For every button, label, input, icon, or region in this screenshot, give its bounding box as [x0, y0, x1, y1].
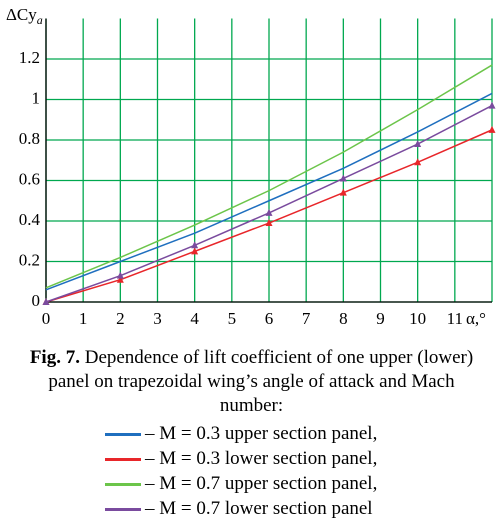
caption: Fig. 7. Dependence of lift coefficient o… [20, 346, 483, 418]
chart: ΔCya 0 0.2 0.4 0.6 0.8 1 1.2 0 1 2 3 4 5 6 7 8 9 10 11 α,° [6, 5, 496, 328]
legend-label: – M = 0.7 lower section panel [145, 498, 373, 519]
x-tick-label: 0 [42, 309, 51, 328]
data-marker [191, 241, 199, 249]
y-tick-label: 0.4 [19, 210, 41, 229]
x-tick-label: 1 [79, 309, 88, 328]
y-tick-label: 1.2 [19, 48, 40, 67]
x-tick-label: 11 [447, 309, 463, 328]
x-tick-label: 6 [265, 309, 274, 328]
data-marker [339, 174, 347, 182]
x-tick-label: 5 [228, 309, 237, 328]
x-tick-label: 7 [302, 309, 311, 328]
data-marker [265, 208, 273, 216]
legend-swatch [105, 433, 141, 436]
y-tick-label: 1 [32, 88, 41, 107]
data-marker [191, 247, 199, 255]
legend-swatch [105, 508, 141, 511]
legend-label: – M = 0.3 upper section panel, [145, 423, 378, 444]
series-line [45, 92, 493, 291]
caption-label: Fig. 7. [29, 347, 80, 368]
legend-entry: – M = 0.7 upper section panel, [0, 471, 503, 496]
data-marker [116, 275, 124, 283]
legend-entry: – M = 0.3 lower section panel, [0, 446, 503, 471]
data-marker [488, 125, 496, 133]
data-marker [339, 188, 347, 196]
legend-label: – M = 0.3 lower section panel, [145, 448, 378, 469]
x-tick-label: 8 [339, 309, 348, 328]
x-tick-label: 2 [116, 309, 125, 328]
data-marker [488, 101, 496, 109]
y-tick-label: 0.8 [19, 129, 40, 148]
legend-label: – M = 0.7 upper section panel, [145, 473, 378, 494]
data-marker [414, 158, 422, 166]
series-line [45, 64, 493, 289]
legend-entry: – M = 0.7 lower section panel [0, 496, 503, 521]
data-marker [42, 298, 50, 305]
y-axis-label-main: ΔCy [6, 5, 37, 24]
x-tick-label: 9 [376, 309, 385, 328]
legend: – M = 0.3 upper section panel, – M = 0.3 … [0, 421, 503, 521]
legend-swatch [105, 458, 141, 461]
caption-text: Dependence of lift coefficient of one up… [48, 347, 474, 416]
x-tick-label: 10 [409, 309, 426, 328]
legend-swatch [105, 483, 141, 486]
data-marker [414, 140, 422, 148]
data-marker [116, 271, 124, 279]
data-marker [265, 219, 273, 227]
legend-entry: – M = 0.3 upper section panel, [0, 421, 503, 446]
x-tick-label: 3 [153, 309, 162, 328]
x-axis-label: α,° [466, 309, 486, 328]
y-axis-label-sub: a [37, 13, 43, 27]
y-tick-label: 0.2 [19, 250, 40, 269]
y-tick-label: 0.6 [19, 169, 40, 188]
x-tick-label: 4 [190, 309, 199, 328]
y-tick-label: 0 [32, 291, 41, 310]
y-axis-label: ΔCya [6, 5, 43, 27]
